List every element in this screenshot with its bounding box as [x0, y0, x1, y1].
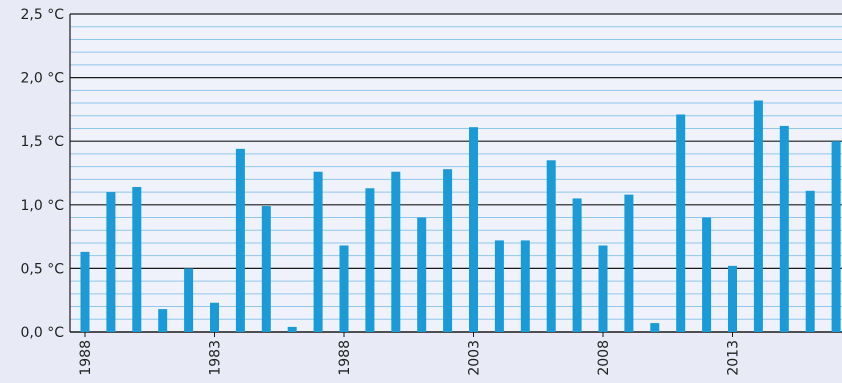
bar [106, 192, 116, 332]
bar [469, 127, 478, 332]
bar [210, 302, 219, 332]
bar [676, 114, 686, 332]
bar [779, 125, 789, 332]
bar [598, 245, 608, 332]
bar [520, 240, 530, 332]
bar [184, 268, 194, 332]
y-tick-label: 0,0 °C [21, 325, 65, 341]
bar [546, 160, 556, 332]
bar [261, 206, 271, 332]
bar [624, 194, 634, 332]
bar [339, 245, 349, 332]
bar [235, 148, 245, 332]
bar [494, 240, 504, 332]
x-tick-label: 2008 [596, 340, 612, 376]
y-tick-label: 2,5 °C [21, 7, 65, 23]
x-tick-label: 2003 [467, 340, 483, 376]
bar [391, 171, 401, 332]
x-tick-label: 1988 [78, 340, 94, 376]
y-tick-label: 2,0 °C [21, 71, 65, 87]
bar [702, 217, 712, 332]
y-tick-label: 1,0 °C [21, 198, 65, 214]
bar [753, 100, 763, 332]
bar [805, 190, 815, 332]
y-tick-label: 1,5 °C [21, 134, 65, 150]
bar [728, 265, 737, 332]
bar [80, 251, 90, 332]
bar [417, 217, 427, 332]
bar [831, 141, 841, 332]
x-tick-label: 1988 [337, 340, 353, 376]
bar [650, 323, 660, 332]
bar [443, 169, 453, 332]
bar [287, 326, 297, 332]
x-tick-label: 2013 [726, 340, 742, 376]
bar [572, 198, 582, 332]
bar [158, 309, 168, 332]
x-tick-label: 1983 [208, 340, 224, 376]
plot-area [70, 14, 842, 332]
bar [365, 188, 375, 332]
y-tick-label: 0,5 °C [21, 261, 65, 277]
bar [313, 171, 323, 332]
bar [132, 186, 142, 332]
